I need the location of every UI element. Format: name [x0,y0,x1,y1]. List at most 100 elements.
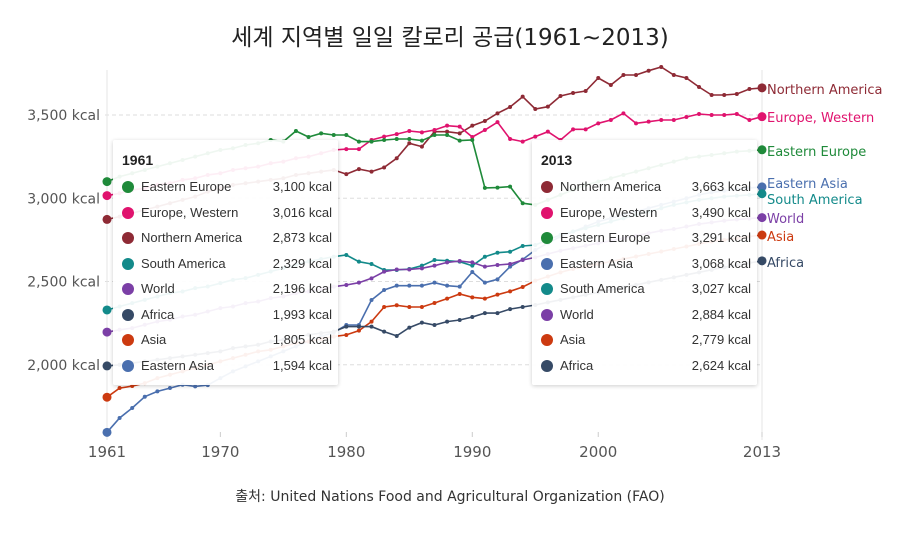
data-point [419,304,424,309]
legend-dot-icon [541,206,553,219]
data-point [432,263,437,268]
data-point [356,147,361,152]
tooltip-row: World 2,884 kcal [541,306,751,328]
tooltip-year: 1961 [122,152,154,168]
tooltip-row: Africa 1,993 kcal [122,306,332,328]
data-point [757,230,767,240]
tooltip-series-name: World [141,281,175,296]
data-point [102,327,112,337]
data-point [608,117,613,122]
data-point [659,65,664,70]
data-point [495,277,500,282]
tooltip-row: Northern America 3,663 kcal [541,178,751,200]
data-point [757,213,767,223]
data-point [356,328,361,333]
data-point [684,114,689,119]
data-point [495,250,500,255]
data-point [306,134,311,139]
y-tick-label: 3,500 kcal [27,108,100,124]
data-point [545,104,550,109]
data-point [394,333,399,338]
data-point [382,287,387,292]
data-point [419,144,424,149]
data-point [369,262,374,267]
tooltip-year: 2013 [541,152,573,168]
data-point [445,296,450,301]
data-point [419,130,424,135]
data-point [558,94,563,99]
data-point [193,384,198,389]
legend-dot-icon [122,283,134,295]
data-point [344,253,349,258]
tooltip-series-name: Africa [560,357,594,373]
data-point [520,284,525,289]
data-point [102,392,112,402]
data-point [508,262,513,267]
data-point [382,134,387,139]
legend-dot-icon [122,206,134,219]
data-point [382,329,387,334]
tooltip-row: Eastern Asia 1,594 kcal [122,357,332,379]
tooltip-value: 3,068 kcal [691,255,751,271]
data-point [167,386,172,391]
tooltip-row: Northern America 2,873 kcal [122,229,332,251]
data-point [634,73,639,78]
data-point [671,73,676,78]
x-tick-label: 1961 [88,443,126,461]
tooltip-value: 2,779 kcal [691,332,751,347]
tooltip-series-name: Eastern Europe [141,179,232,194]
data-point [344,147,349,152]
data-point [757,145,767,155]
legend-dot-icon [122,232,134,244]
tooltip-value: 3,663 kcal [691,179,751,194]
tooltip-row: Eastern Asia 3,068 kcal [541,255,751,277]
data-point [394,283,399,288]
tooltip-series-name: Europe, Western [560,204,658,220]
data-point [709,93,714,98]
tooltip-row: Europe, Western 3,490 kcal [541,204,751,226]
data-point [331,132,336,137]
chart-title: 세계 지역별 일일 칼로리 공급(1961~2013) [231,25,669,51]
data-point [495,120,500,125]
data-point [356,280,361,285]
data-point [457,124,462,129]
data-point [508,307,513,312]
data-point [545,129,550,134]
data-point [470,314,475,319]
data-point [583,89,588,94]
data-point [102,191,112,201]
tooltip-series-name: Europe, Western [141,204,239,220]
tooltip-row: South America 3,027 kcal [541,280,751,302]
data-point [432,280,437,285]
data-point [520,201,525,206]
data-point [102,214,112,224]
data-point [445,319,450,324]
data-point [445,283,450,288]
data-point [722,113,727,117]
data-point [432,127,437,132]
data-point [646,68,651,73]
data-point [457,259,462,264]
data-point [634,121,639,126]
tooltip-row: Asia 2,779 kcal [541,331,751,353]
legend-dot-icon [122,359,134,372]
data-point [419,266,424,271]
tooltip-value: 1,993 kcal [272,306,332,322]
data-point [757,256,767,266]
tooltip-row: World 2,196 kcal [122,280,332,302]
tooltip-series-name: South America [560,281,645,296]
data-point [394,132,399,137]
data-point [470,123,475,128]
data-point [659,117,664,122]
end-label: Asia [767,230,794,245]
data-point [709,113,714,117]
data-point [621,111,626,116]
data-point [508,289,513,294]
data-point [432,322,437,327]
tooltip-value: 2,873 kcal [272,230,332,245]
data-point [445,129,450,134]
data-point [407,267,412,272]
legend-dot-icon [541,334,553,346]
data-point [445,260,450,265]
